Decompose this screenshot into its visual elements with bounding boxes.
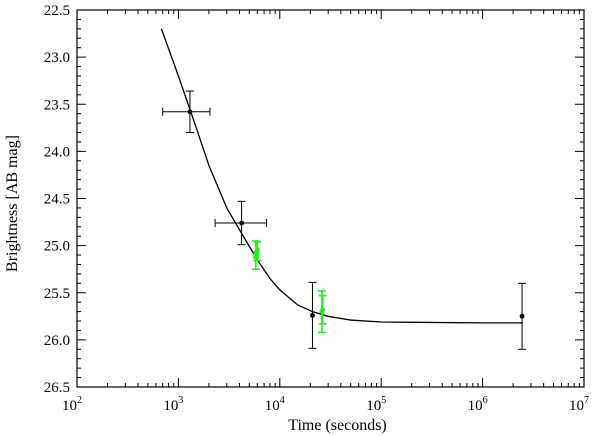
x-tick-exponent: 3 [178,395,183,406]
x-tick-exponent: 2 [77,395,82,406]
data-point [187,109,193,115]
y-tick-label: 25.5 [44,286,70,302]
y-tick-label: 25.0 [44,239,70,255]
x-tick-label: 106 [468,395,488,414]
x-tick-base: 10 [468,398,483,414]
y-tick-label: 24.5 [44,192,70,208]
y-tick-labels: 22.5 23.0 23.5 24.0 24.5 25.0 25.5 26.0 26.5 [44,3,70,396]
y-tick-label: 26.0 [44,333,70,349]
x-tick-label: 105 [366,395,386,414]
y-tick-label: 22.5 [44,3,70,19]
x-tick-labels: 102 103 104 105 106 107 [62,395,589,414]
data-point [320,307,326,313]
series-points [162,90,527,350]
y-tick-label: 26.5 [44,380,70,396]
fit-curve [160,28,523,324]
y-tick-label: 24.0 [44,144,70,160]
data-point [519,313,525,319]
x-tick-label: 102 [62,395,82,414]
x-tick-base: 10 [569,398,584,414]
x-tick-label: 107 [569,395,589,414]
x-tick-exponent: 4 [280,395,285,406]
x-tick-base: 10 [265,398,280,414]
x-axis-title: Time (seconds) [288,417,387,434]
x-tick-exponent: 7 [584,395,589,406]
x-tick-label: 104 [265,395,285,414]
data-point [239,220,244,226]
x-tick-base: 10 [163,398,178,414]
x-tick-label: 103 [163,395,183,414]
x-tick-base: 10 [366,398,381,414]
data-point [254,248,260,254]
axes-ticks [76,9,585,388]
x-tick-exponent: 6 [483,395,488,406]
y-axis-title: Brightness [AB mag] [4,135,21,272]
x-tick-base: 10 [62,398,77,414]
series-1 [162,90,527,350]
data-point [310,312,315,318]
x-tick-exponent: 5 [381,395,386,406]
y-tick-label: 23.5 [44,97,70,113]
y-tick-label: 23.0 [44,50,70,66]
series-2 [251,240,327,334]
plot-frame [76,9,585,388]
